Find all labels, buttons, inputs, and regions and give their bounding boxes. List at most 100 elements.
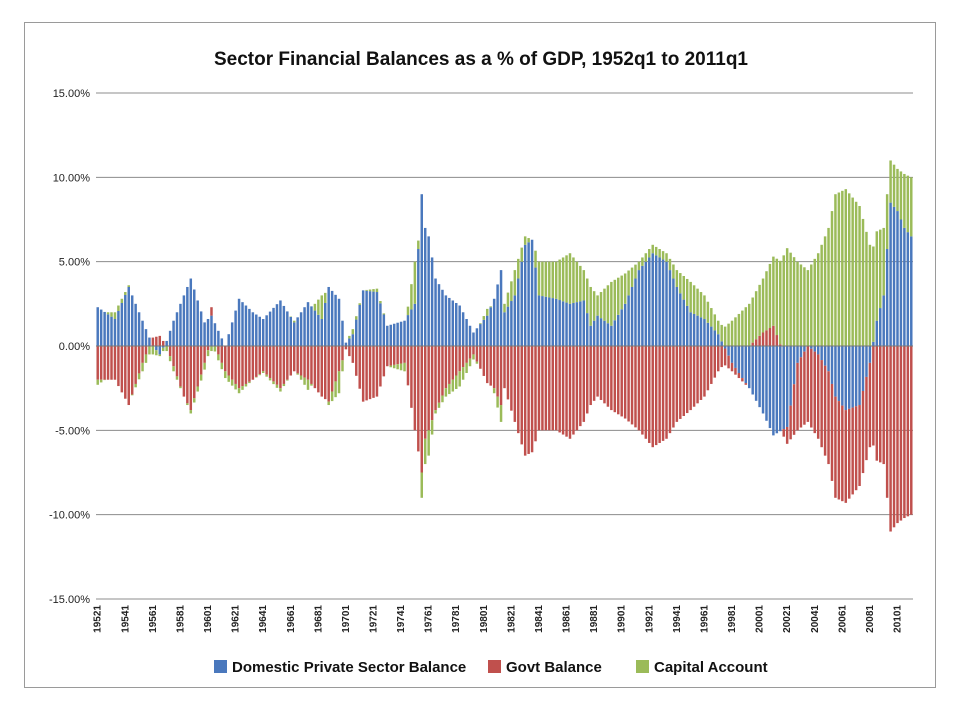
bar-capital	[334, 381, 337, 398]
bar-capital	[151, 346, 155, 355]
bar-govt	[244, 346, 248, 384]
bar-govt	[637, 346, 641, 431]
y-tick-label: 0.00%	[59, 341, 90, 353]
bar-capital	[448, 383, 451, 395]
bar-capital	[503, 303, 506, 313]
bar-private	[648, 257, 651, 346]
bar-capital	[806, 270, 810, 346]
bar-govt	[137, 346, 141, 374]
bar-capital	[606, 285, 610, 324]
bar-govt	[630, 346, 634, 425]
bar-private	[651, 253, 654, 346]
bar-private	[899, 219, 903, 346]
bar-capital	[599, 292, 603, 319]
x-tick-label: 19761	[424, 605, 435, 633]
bar-private	[692, 313, 696, 346]
bar-capital	[458, 371, 461, 387]
bar-private	[458, 305, 461, 346]
bar-capital	[217, 354, 220, 361]
bar-private	[103, 311, 106, 346]
bar-govt	[334, 346, 337, 382]
bar-govt	[861, 390, 865, 474]
bar-govt	[768, 328, 772, 346]
bar-capital	[551, 261, 554, 299]
bar-private	[685, 305, 689, 346]
bar-govt	[406, 346, 410, 386]
bar-private	[258, 316, 261, 346]
bar-capital	[668, 258, 672, 271]
bar-capital	[751, 297, 754, 343]
bar-capital	[241, 386, 244, 390]
bar-capital	[358, 303, 361, 305]
bar-private	[906, 232, 910, 346]
bar-govt	[716, 346, 720, 372]
bar-private	[620, 309, 623, 346]
bar-govt	[372, 346, 375, 398]
bar-govt	[330, 346, 334, 392]
bar-govt	[572, 346, 575, 435]
bar-capital	[489, 306, 492, 308]
bar-govt	[537, 346, 541, 431]
bar-capital	[475, 361, 479, 364]
bar-capital	[675, 270, 679, 287]
bar-govt	[289, 346, 293, 376]
bar-govt	[541, 346, 544, 431]
bar-private	[289, 316, 293, 346]
bar-private	[751, 346, 754, 395]
bar-private	[448, 297, 451, 346]
bar-capital	[820, 244, 823, 346]
legend-label-govt: Govt Balance	[506, 659, 602, 676]
bar-govt	[820, 360, 823, 448]
bar-govt	[620, 346, 623, 417]
bar-private	[158, 346, 162, 355]
bar-govt	[492, 346, 496, 389]
bar-capital	[244, 383, 248, 387]
bar-capital	[910, 177, 913, 237]
bar-govt	[910, 346, 913, 515]
bar-capital	[727, 323, 730, 346]
bar-govt	[496, 346, 499, 397]
bar-private	[406, 315, 410, 346]
bar-govt	[503, 346, 506, 389]
bar-govt	[368, 346, 372, 400]
bar-private	[779, 346, 782, 432]
bar-govt	[599, 346, 603, 400]
bar-govt	[306, 346, 310, 380]
bar-capital	[158, 354, 162, 357]
bar-capital	[220, 362, 224, 370]
bar-govt	[203, 346, 206, 363]
bar-capital	[365, 289, 368, 291]
bar-govt	[813, 351, 816, 434]
bar-private	[823, 346, 827, 366]
bar-govt	[227, 346, 230, 376]
bar-govt	[313, 346, 317, 389]
bar-private	[803, 346, 806, 352]
bar-private	[106, 314, 110, 346]
bar-private	[772, 346, 775, 436]
bar-capital	[165, 346, 168, 352]
bar-capital	[410, 284, 413, 310]
bar-govt	[530, 346, 534, 453]
bar-capital	[537, 261, 541, 296]
bar-capital	[168, 356, 172, 362]
bar-govt	[896, 346, 899, 524]
bar-govt	[644, 346, 648, 439]
bar-govt	[130, 346, 134, 395]
bar-govt	[841, 405, 844, 502]
bar-private	[796, 346, 799, 363]
bar-govt	[320, 346, 324, 397]
bar-capital	[730, 320, 734, 346]
bar-capital	[472, 354, 475, 360]
bar-private	[830, 346, 834, 384]
bar-govt	[675, 346, 679, 422]
legend-item-private: Domestic Private Sector Balance	[214, 659, 466, 676]
bar-private	[813, 346, 816, 352]
bar-govt	[386, 346, 389, 367]
bar-govt	[379, 346, 382, 387]
y-tick-label: -5.00%	[55, 425, 90, 437]
bar-govt	[175, 346, 179, 377]
bar-govt	[882, 346, 885, 465]
bar-private	[596, 315, 599, 346]
bar-capital	[375, 288, 379, 293]
bar-private	[847, 346, 851, 409]
